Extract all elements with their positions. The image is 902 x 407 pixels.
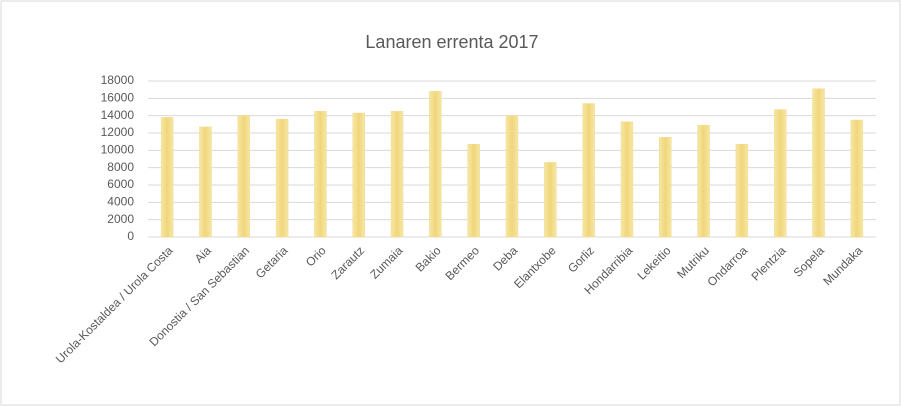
- y-tick-label: 10000: [101, 143, 135, 157]
- bar: [237, 115, 251, 238]
- y-tick-label: 4000: [107, 195, 134, 209]
- bar: [544, 162, 557, 238]
- y-tick-label: 6000: [107, 177, 134, 191]
- bar: [429, 91, 442, 238]
- y-tick-label: 0: [127, 229, 134, 243]
- y-tick-label: 2000: [107, 212, 134, 226]
- y-tick-label: 12000: [101, 125, 135, 139]
- bar: [352, 112, 365, 238]
- bar: [390, 111, 404, 238]
- bar: [160, 117, 174, 238]
- chart-title: Lanaren errenta 2017: [365, 32, 538, 52]
- bar: [314, 111, 327, 238]
- bar: [735, 144, 749, 238]
- bar: [659, 137, 672, 238]
- bar: [505, 115, 519, 238]
- bar: [850, 119, 864, 238]
- bar: [199, 126, 212, 238]
- bar: [467, 144, 480, 238]
- bar: [582, 103, 595, 238]
- y-tick-label: 16000: [101, 91, 135, 105]
- y-tick-label: 18000: [101, 73, 135, 87]
- y-tick-label: 8000: [107, 160, 134, 174]
- bar: [812, 88, 825, 238]
- bar: [697, 124, 710, 238]
- y-tick-label: 14000: [101, 108, 135, 122]
- bar: [773, 109, 787, 238]
- bar: [275, 118, 289, 238]
- bar: [620, 121, 634, 238]
